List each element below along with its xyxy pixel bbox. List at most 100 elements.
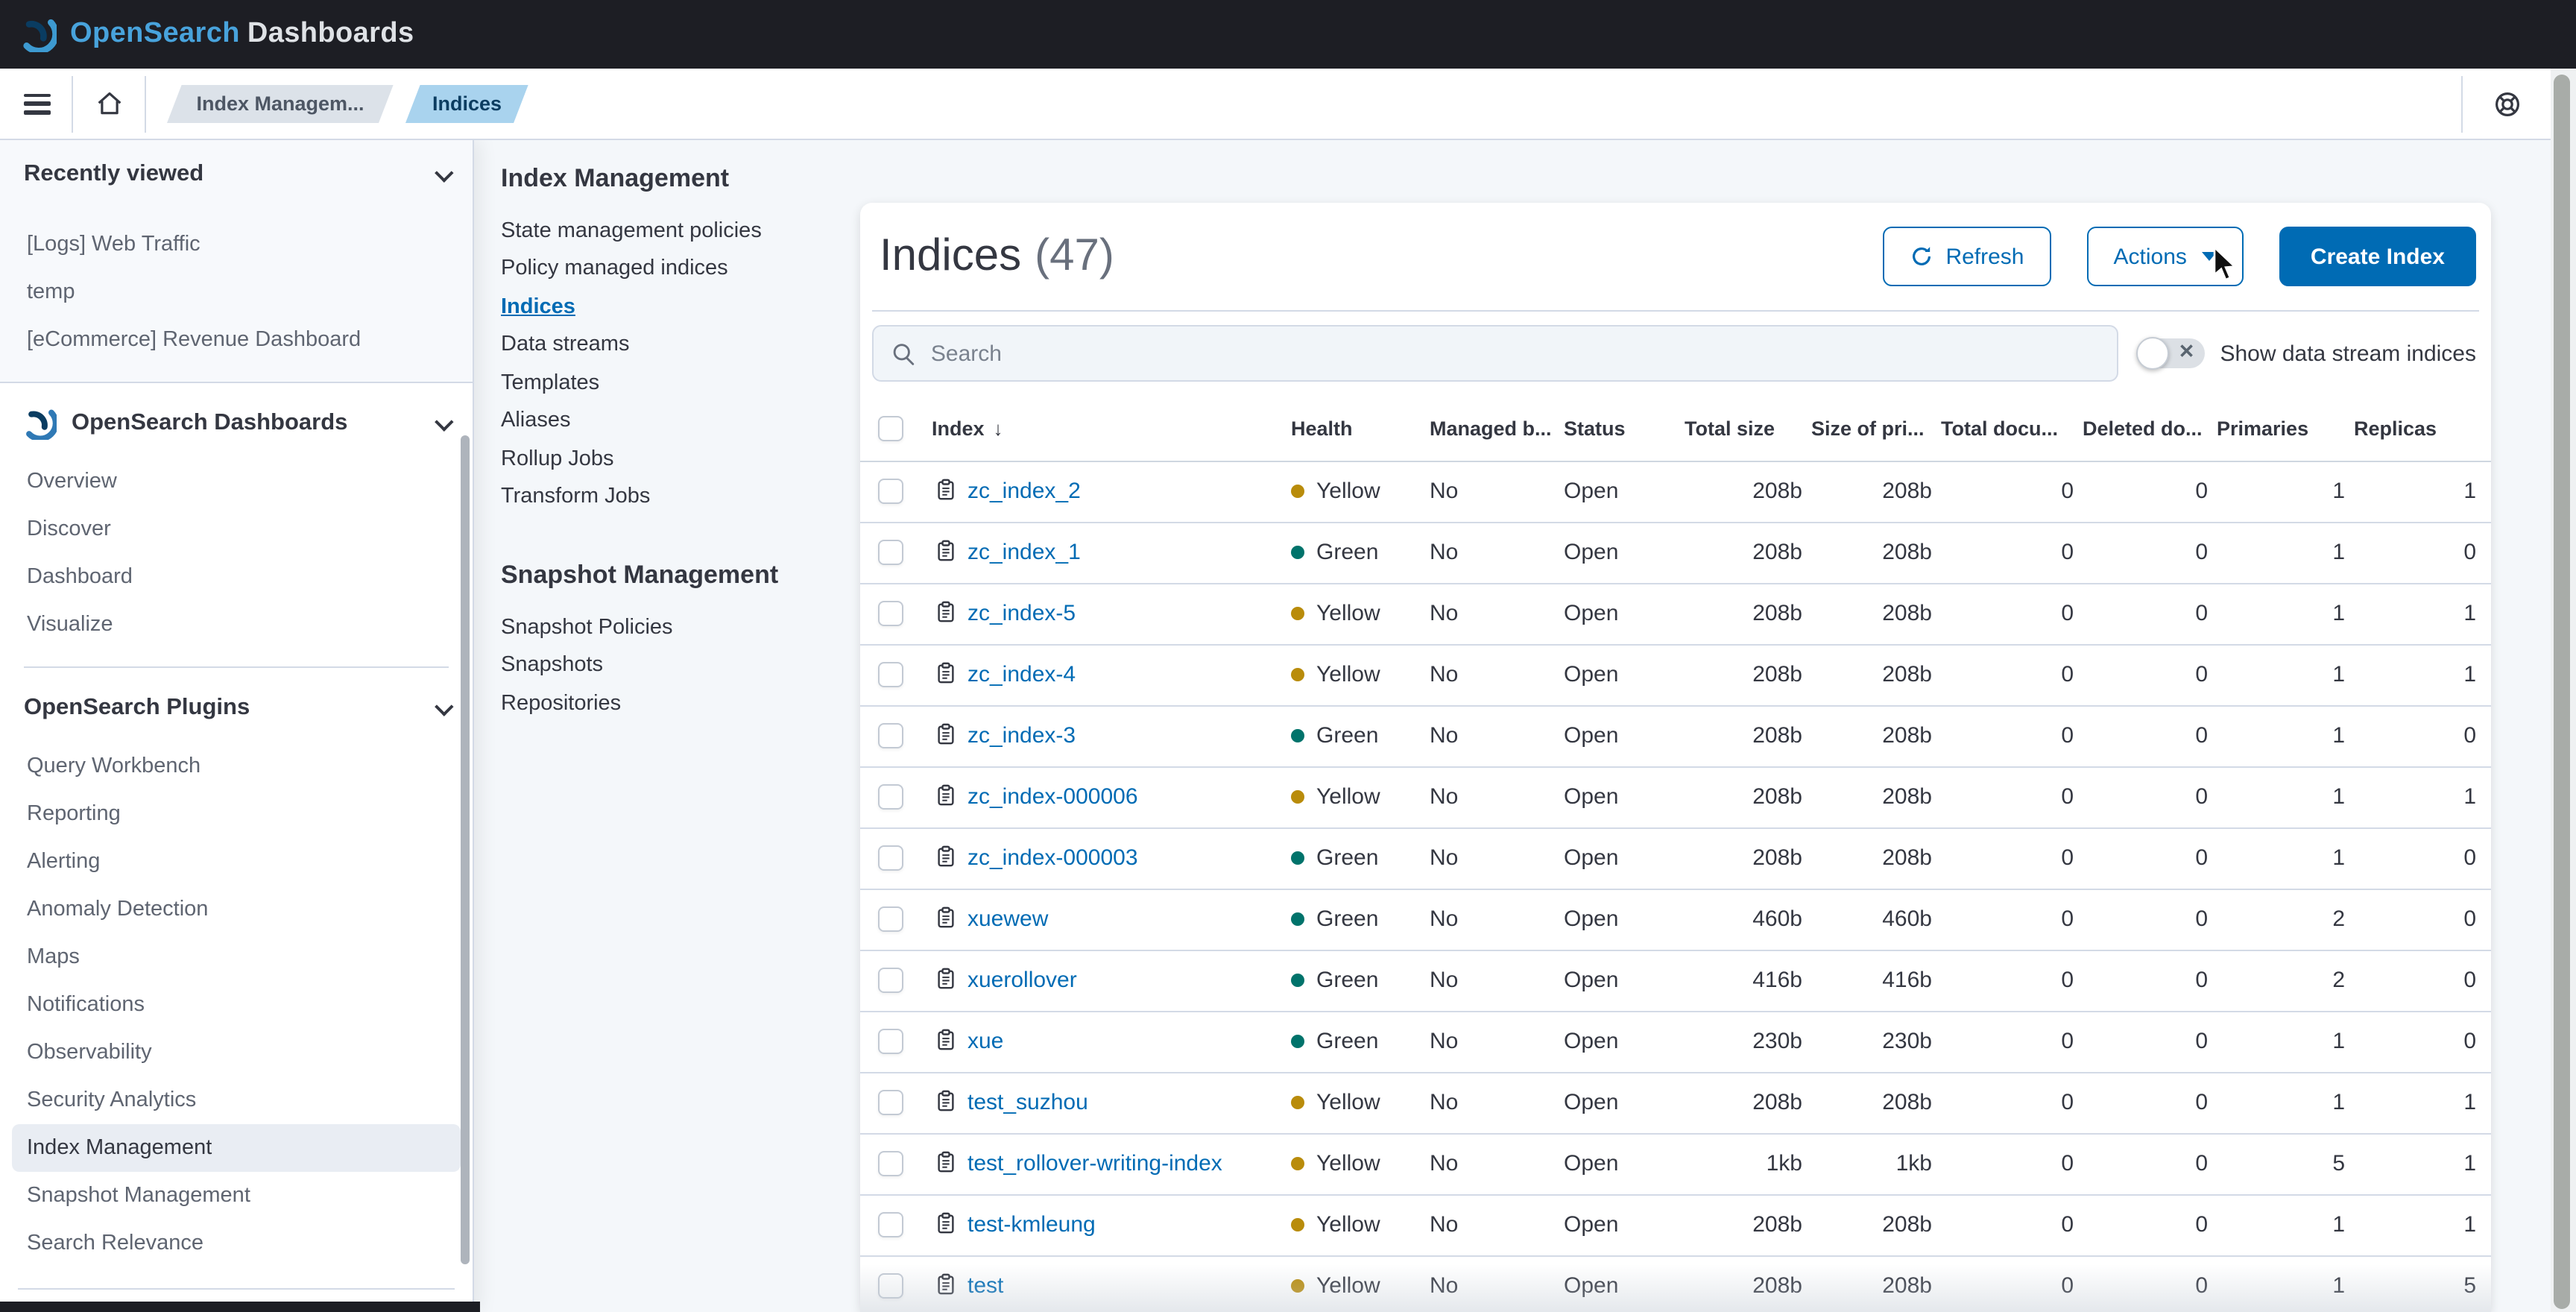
row-checkbox[interactable] (878, 1151, 903, 1177)
row-checkbox[interactable] (878, 845, 903, 871)
index-link[interactable]: zc_index-4 (967, 662, 1076, 687)
ism-link-snapshot-policies[interactable]: Snapshot Policies (501, 615, 673, 640)
column-header-status[interactable]: Status (1550, 398, 1685, 461)
index-link[interactable]: zc_index-3 (967, 723, 1076, 748)
sidebar-item-maps[interactable]: Maps (27, 945, 80, 969)
ism-link-repositories[interactable]: Repositories (501, 691, 622, 716)
row-checkbox[interactable] (878, 1273, 903, 1299)
show-data-stream-toggle[interactable]: ✕ (2136, 337, 2206, 370)
ism-link-templates[interactable]: Templates (501, 370, 600, 395)
sidebar-item-reporting[interactable]: Reporting (27, 802, 121, 826)
index-link[interactable]: xue (967, 1029, 1004, 1054)
row-checkbox[interactable] (878, 906, 903, 933)
select-all-checkbox[interactable] (878, 416, 903, 442)
sidebar-item-observability[interactable]: Observability (27, 1041, 152, 1065)
breadcrumb-index-management[interactable]: Index Managem... (167, 84, 394, 123)
row-checkbox-cell (860, 1133, 927, 1195)
sidebar-item-notifications[interactable]: Notifications (27, 993, 145, 1017)
column-header-size_primaries[interactable]: Size of pri... (1811, 398, 1941, 461)
index-link[interactable]: xuerollover (967, 968, 1077, 993)
ism-link-data-streams[interactable]: Data streams (501, 332, 630, 357)
row-checkbox[interactable] (878, 1029, 903, 1055)
index-link[interactable]: test (967, 1273, 1004, 1299)
page-scrollbar[interactable] (2551, 69, 2576, 1312)
page-scrollbar-thumb[interactable] (2554, 75, 2570, 1309)
sidebar-item-snapshot-management[interactable]: Snapshot Management (27, 1184, 250, 1208)
index-name-cell: zc_index_2 (927, 461, 1278, 523)
row-checkbox[interactable] (878, 601, 903, 627)
breadcrumb-indices[interactable]: Indices (405, 84, 528, 123)
replicas-cell: 0 (2354, 705, 2491, 767)
column-header-managed[interactable]: Managed b... (1416, 398, 1550, 461)
column-header-name[interactable]: Index ↓ (927, 398, 1278, 461)
row-checkbox[interactable] (878, 723, 903, 749)
row-checkbox[interactable] (878, 784, 903, 810)
index-name-cell: zc_index-4 (927, 644, 1278, 706)
status-cell: Open (1550, 950, 1685, 1012)
column-header-health[interactable]: Health (1278, 398, 1416, 461)
sidebar-item-search-relevance[interactable]: Search Relevance (27, 1231, 203, 1255)
primaries-cell: 5 (2217, 1133, 2354, 1195)
recently-viewed-header[interactable]: Recently viewed (24, 161, 454, 188)
ism-link-state-management-policies[interactable]: State management policies (501, 218, 762, 243)
index-link[interactable]: xuewew (967, 906, 1049, 932)
row-checkbox[interactable] (878, 540, 903, 566)
size_primaries-cell: 208b (1811, 705, 1941, 767)
ism-link-transform-jobs[interactable]: Transform Jobs (501, 485, 651, 509)
sidebar-item-dashboard[interactable]: Dashboard (27, 565, 133, 589)
index-link[interactable]: zc_index-000006 (967, 784, 1138, 810)
recent-item--ecommerce-revenue-dashboard[interactable]: [eCommerce] Revenue Dashboard (27, 328, 362, 352)
sidebar-item-visualize[interactable]: Visualize (27, 613, 113, 637)
sidebar-item-index-management[interactable]: Index Management (12, 1124, 461, 1172)
row-checkbox[interactable] (878, 1212, 903, 1238)
index-name-cell: zc_index-5 (927, 583, 1278, 645)
recent-item-temp[interactable]: temp (27, 280, 75, 304)
row-checkbox[interactable] (878, 662, 903, 688)
refresh-button[interactable]: Refresh (1883, 227, 2051, 286)
sidebar-item-query-workbench[interactable]: Query Workbench (27, 754, 201, 778)
sidebar-scrollbar[interactable] (461, 435, 470, 1264)
column-header-primaries[interactable]: Primaries (2217, 398, 2354, 461)
clipboard-icon (938, 784, 954, 806)
sidebar-item-anomaly-detection[interactable]: Anomaly Detection (27, 898, 209, 921)
index-link[interactable]: test-kmleung (967, 1212, 1096, 1237)
recent-item--logs-web-traffic[interactable]: [Logs] Web Traffic (27, 233, 201, 256)
index-link[interactable]: zc_index-000003 (967, 845, 1138, 871)
sidebar-item-discover[interactable]: Discover (27, 517, 111, 541)
recently-viewed-title: Recently viewed (24, 161, 204, 186)
sidebar-item-security-analytics[interactable]: Security Analytics (27, 1088, 197, 1112)
brand-text: OpenSearch Dashboards (70, 18, 414, 49)
column-header-replicas[interactable]: Replicas (2354, 398, 2491, 461)
ism-link-aliases[interactable]: Aliases (501, 409, 571, 433)
index-link[interactable]: zc_index_2 (967, 479, 1081, 504)
column-header-total_docs[interactable]: Total docu... (1941, 398, 2083, 461)
home-button[interactable] (73, 89, 145, 118)
index-link[interactable]: test_rollover-writing-index (967, 1151, 1222, 1176)
ism-link-indices[interactable]: Indices (501, 294, 575, 319)
actions-button[interactable]: Actions (2086, 227, 2244, 286)
row-checkbox[interactable] (878, 1090, 903, 1116)
index-link[interactable]: zc_index-5 (967, 601, 1076, 626)
deleted_docs-cell: 0 (2083, 705, 2217, 767)
plugins-group-header[interactable]: OpenSearch Plugins (24, 686, 454, 731)
menu-icon[interactable] (24, 93, 51, 114)
sidebar-item-overview[interactable]: Overview (27, 470, 117, 493)
brand[interactable]: OpenSearch Dashboards (21, 16, 414, 52)
total_size-cell: 208b (1685, 705, 1811, 767)
ism-link-policy-managed-indices[interactable]: Policy managed indices (501, 256, 728, 281)
sidebar-item-alerting[interactable]: Alerting (27, 850, 101, 874)
breadcrumb: Index Managem... Indices (167, 84, 528, 123)
index-link[interactable]: zc_index_1 (967, 540, 1081, 565)
ism-link-snapshots[interactable]: Snapshots (501, 653, 604, 678)
index-link[interactable]: test_suzhou (967, 1090, 1088, 1115)
column-header-total_size[interactable]: Total size (1685, 398, 1811, 461)
ism-link-rollup-jobs[interactable]: Rollup Jobs (501, 447, 614, 471)
row-checkbox[interactable] (878, 968, 903, 994)
row-checkbox[interactable] (878, 479, 903, 505)
create-index-button[interactable]: Create Index (2279, 227, 2476, 286)
column-header-deleted_docs[interactable]: Deleted do... (2083, 398, 2217, 461)
actions-label: Actions (2113, 244, 2187, 269)
help-button[interactable] (2484, 89, 2531, 119)
dashboards-group-header[interactable]: OpenSearch Dashboards (24, 401, 454, 446)
search-input[interactable] (930, 341, 2099, 366)
